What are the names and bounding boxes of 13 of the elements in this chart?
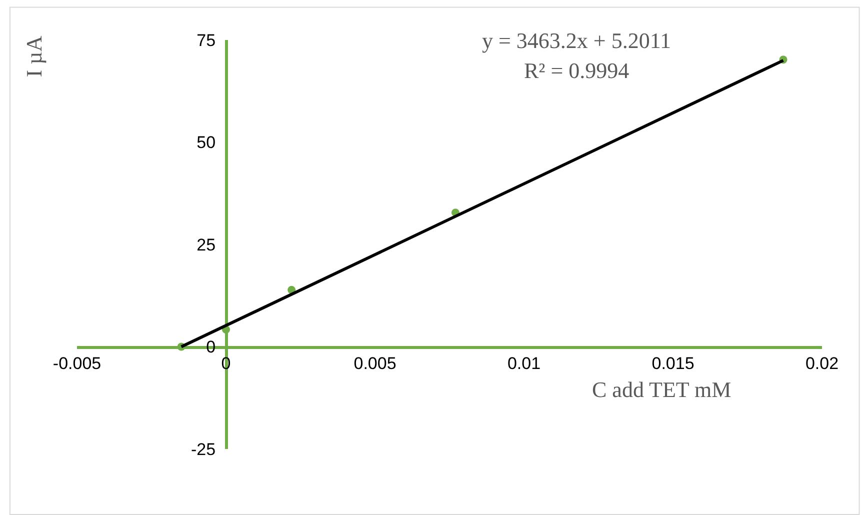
y-tick-label: -25: [191, 440, 216, 459]
y-tick-label: 25: [196, 235, 216, 254]
x-tick-label: 0.015: [652, 354, 694, 374]
y-tick-label: 75: [196, 30, 216, 50]
x-tick-label: 0.01: [507, 354, 541, 374]
x-tick-label: -0.005: [52, 354, 102, 374]
x-tick-label: 0.02: [805, 354, 839, 374]
y-axis-title: I µA: [21, 36, 46, 78]
x-axis-title: C add TET mM: [592, 377, 732, 402]
x-tick-label: 0.005: [354, 354, 396, 374]
annotation: y = 3463.2x + 5.2011: [482, 28, 671, 53]
annotation: R² = 0.9994: [524, 58, 630, 83]
y-tick-label: 50: [196, 133, 216, 152]
